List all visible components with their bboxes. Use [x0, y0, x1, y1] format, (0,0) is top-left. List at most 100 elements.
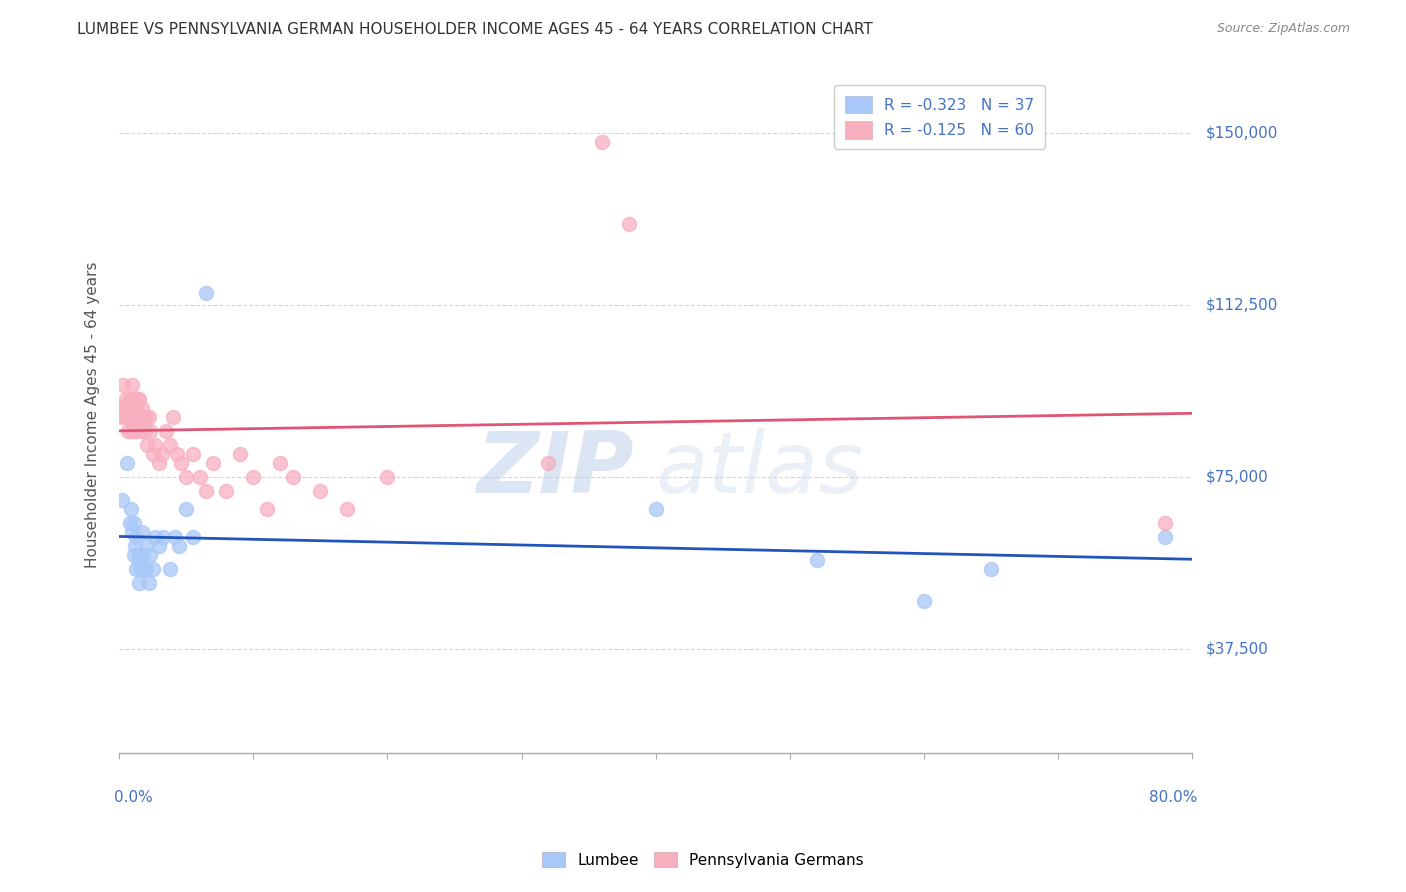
Point	[132, 410, 155, 425]
Point	[121, 378, 143, 392]
Point	[131, 401, 153, 416]
Point	[121, 525, 143, 540]
Point	[124, 392, 146, 406]
Point	[148, 539, 170, 553]
Point	[256, 502, 278, 516]
Point	[174, 502, 197, 516]
Point	[181, 530, 204, 544]
Point	[132, 549, 155, 563]
Point	[170, 457, 193, 471]
Point	[127, 392, 149, 406]
Point	[134, 562, 156, 576]
Point	[114, 410, 136, 425]
Point	[165, 530, 187, 544]
Point	[162, 410, 184, 425]
Point	[912, 594, 935, 608]
Text: atlas: atlas	[655, 427, 863, 511]
Point	[537, 457, 560, 471]
Point	[188, 470, 211, 484]
Text: $75,000: $75,000	[1206, 470, 1268, 484]
Point	[617, 218, 640, 232]
Point	[122, 401, 145, 416]
Text: LUMBEE VS PENNSYLVANIA GERMAN HOUSEHOLDER INCOME AGES 45 - 64 YEARS CORRELATION : LUMBEE VS PENNSYLVANIA GERMAN HOUSEHOLDE…	[77, 22, 873, 37]
Point	[155, 424, 177, 438]
Point	[125, 530, 148, 544]
Point	[124, 410, 146, 425]
Point	[201, 457, 224, 471]
Point	[1154, 530, 1177, 544]
Point	[117, 401, 139, 416]
Text: ZIP: ZIP	[477, 427, 634, 511]
Point	[120, 392, 142, 406]
Point	[143, 530, 166, 544]
Point	[181, 447, 204, 461]
Point	[125, 401, 148, 416]
Point	[115, 410, 138, 425]
Point	[131, 525, 153, 540]
Point	[129, 410, 152, 425]
Point	[124, 539, 146, 553]
Legend: R = -0.323   N = 37, R = -0.125   N = 60: R = -0.323 N = 37, R = -0.125 N = 60	[834, 85, 1045, 149]
Point	[150, 447, 173, 461]
Point	[166, 447, 188, 461]
Text: $112,500: $112,500	[1206, 297, 1278, 312]
Point	[135, 562, 157, 576]
Point	[128, 549, 150, 563]
Text: 80.0%: 80.0%	[1149, 790, 1198, 805]
Point	[112, 401, 135, 416]
Point	[136, 539, 159, 553]
Point	[980, 562, 1002, 576]
Point	[125, 424, 148, 438]
Text: $150,000: $150,000	[1206, 125, 1278, 140]
Text: Source: ZipAtlas.com: Source: ZipAtlas.com	[1216, 22, 1350, 36]
Point	[269, 457, 291, 471]
Point	[136, 438, 159, 452]
Point	[169, 539, 191, 553]
Point	[122, 549, 145, 563]
Point	[139, 424, 162, 438]
Point	[118, 392, 141, 406]
Point	[135, 410, 157, 425]
Point	[114, 392, 136, 406]
Point	[125, 562, 148, 576]
Point	[111, 410, 134, 425]
Point	[120, 502, 142, 516]
Point	[806, 553, 828, 567]
Y-axis label: Householder Income Ages 45 - 64 years: Householder Income Ages 45 - 64 years	[86, 262, 100, 568]
Point	[148, 457, 170, 471]
Point	[229, 447, 252, 461]
Point	[129, 424, 152, 438]
Point	[129, 562, 152, 576]
Text: $37,500: $37,500	[1206, 642, 1270, 657]
Point	[138, 410, 160, 425]
Point	[134, 424, 156, 438]
Point	[142, 562, 165, 576]
Point	[336, 502, 359, 516]
Point	[1154, 516, 1177, 530]
Point	[121, 410, 143, 425]
Point	[195, 286, 218, 301]
Point	[215, 483, 238, 498]
Point	[138, 575, 160, 590]
Legend: Lumbee, Pennsylvania Germans: Lumbee, Pennsylvania Germans	[536, 846, 870, 873]
Point	[122, 516, 145, 530]
Point	[142, 447, 165, 461]
Point	[139, 549, 162, 563]
Point	[644, 502, 666, 516]
Point	[118, 516, 141, 530]
Point	[129, 553, 152, 567]
Point	[152, 530, 174, 544]
Point	[115, 457, 138, 471]
Point	[591, 135, 613, 149]
Text: 0.0%: 0.0%	[114, 790, 152, 805]
Point	[117, 424, 139, 438]
Point	[110, 401, 132, 416]
Point	[120, 424, 142, 438]
Point	[128, 575, 150, 590]
Point	[127, 553, 149, 567]
Point	[242, 470, 264, 484]
Point	[122, 424, 145, 438]
Point	[112, 378, 135, 392]
Point	[143, 438, 166, 452]
Point	[195, 483, 218, 498]
